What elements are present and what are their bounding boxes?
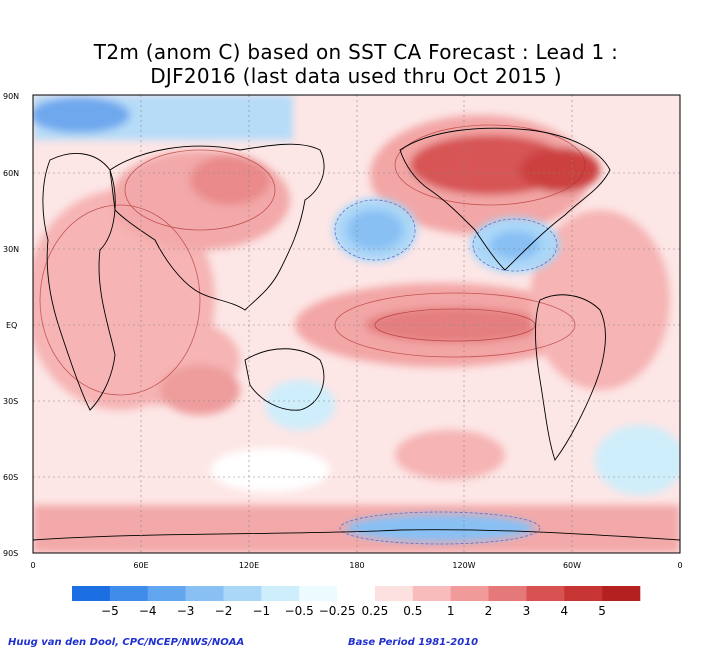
colorbar-label: 2 [484, 604, 493, 618]
lon-label-0-right: 0 [677, 561, 682, 570]
colorbar-label: 0.5 [403, 604, 423, 618]
colorbar-swatch [261, 586, 300, 601]
warm-core-asia [190, 155, 270, 205]
map-title-line2: DJF2016 (last data used thru Oct 2015 ) [150, 64, 562, 88]
warm-region-south-pacific [395, 430, 505, 480]
lon-label-120w: 120W [452, 561, 475, 570]
map-frame [32, 94, 681, 554]
lon-axis: 0 60E 120E 180 120W 60W 0 [30, 561, 682, 570]
cool-region-south-atlantic [595, 425, 680, 495]
cool-core-north-pacific [347, 210, 403, 250]
lat-label-90n: 90N [3, 92, 19, 101]
lon-label-120e: 120E [239, 561, 259, 570]
lat-axis: 90N 60N 30N EQ 30S 60S 90S [3, 92, 19, 558]
colorbar-swatch [602, 586, 641, 601]
contour-north-pacific-cool [334, 199, 416, 261]
colorbar-label: −1 [252, 604, 271, 618]
lat-label-90s: 90S [3, 549, 18, 558]
colorbar-swatch [450, 586, 489, 601]
lon-label-60e: 60E [133, 561, 148, 570]
cool-region-tasman [265, 380, 335, 430]
gridlines [33, 95, 680, 553]
contour-eq-pacific-outer [334, 292, 576, 358]
colorbar-label: −4 [138, 604, 157, 618]
colorbar-swatch [299, 586, 338, 601]
cool-region-ross-sea [345, 514, 535, 542]
colorbar-label: −2 [214, 604, 233, 618]
cool-core-arctic [33, 97, 130, 133]
credit-author: Huug van den Dool, CPC/NCEP/NWS/NOAA [8, 637, 245, 648]
map-field [33, 95, 680, 553]
lat-label-30n: 30N [3, 245, 19, 254]
coast-eurasia [109, 143, 325, 311]
lat-label-30s: 30S [3, 397, 18, 406]
lon-label-60w: 60W [563, 561, 581, 570]
hot-core-canada [520, 148, 600, 192]
coast-south-america [535, 294, 606, 461]
lat-label-60s: 60S [3, 473, 18, 482]
coast-antarctica [33, 529, 680, 541]
coast-north-america [399, 127, 611, 271]
colorbar-swatch [147, 586, 186, 601]
colorbar-swatch [185, 586, 224, 601]
lat-label-eq: EQ [6, 321, 17, 330]
lon-label-0-left: 0 [30, 561, 35, 570]
colorbar [72, 586, 641, 601]
warm-core-eq-pacific [365, 307, 545, 343]
coastlines [33, 127, 680, 541]
cool-core-southern-us [490, 231, 540, 259]
colorbar-label: 3 [522, 604, 531, 618]
colorbar-label: −0.5 [284, 604, 314, 618]
colorbar-label: 5 [598, 604, 606, 618]
coast-australia [244, 348, 325, 411]
colorbar-swatch [109, 586, 149, 601]
colorbar-swatch [564, 586, 603, 601]
colorbar-label: 0.25 [361, 604, 389, 618]
colorbar-label: −5 [101, 604, 119, 618]
contour-southern-us-cool [472, 218, 558, 272]
colorbar-swatch [488, 586, 527, 601]
contour-asia [124, 149, 276, 231]
credit-base-period: Base Period 1981-2010 [348, 637, 479, 648]
colorbar-label: −3 [176, 604, 195, 618]
lon-label-180: 180 [349, 561, 364, 570]
warm-core-indian-ocean [160, 365, 240, 415]
colorbar-swatch [412, 586, 451, 601]
lat-label-60n: 60N [3, 169, 19, 178]
colorbar-swatch [374, 586, 414, 601]
colorbar-label: −0.25 [318, 604, 356, 618]
contour-north-america [394, 124, 586, 206]
colorbar-swatch [526, 586, 565, 601]
contour-africa [39, 204, 201, 396]
colorbar-swatch [337, 586, 376, 601]
map-title-line1: T2m (anom C) based on SST CA Forecast : … [93, 40, 619, 64]
neutral-region-southern-ocean [210, 448, 330, 492]
colorbar-swatch [223, 586, 262, 601]
colorbar-label: 1 [446, 604, 455, 618]
coast-africa-europe [42, 153, 116, 411]
colorbar-label: 4 [560, 604, 569, 618]
warm-region-south-america [530, 210, 670, 390]
colorbar-swatch [72, 586, 111, 601]
contour-ross-sea-cool [339, 511, 541, 545]
